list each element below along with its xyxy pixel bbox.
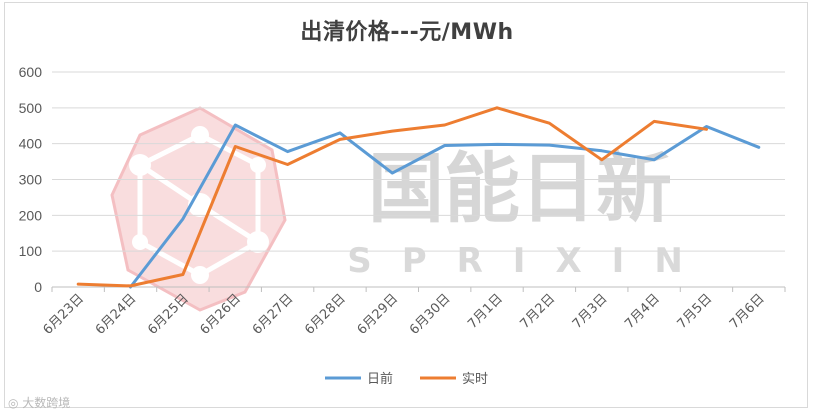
y-tick-label: 300 xyxy=(19,172,43,188)
series-line-1 xyxy=(129,123,761,289)
x-tick-label: 6月23日 xyxy=(40,291,87,338)
x-tick-label: 6月30日 xyxy=(407,291,454,338)
x-tick-label: 6月27日 xyxy=(250,291,297,338)
chart-frame xyxy=(4,2,808,408)
watermark-logo-icon xyxy=(110,106,287,312)
x-tick-label: 6月25日 xyxy=(145,291,192,338)
legend: 日前 实时 xyxy=(325,371,488,387)
legend-label-2: 实时 xyxy=(462,372,488,387)
y-tick-label: 400 xyxy=(19,136,43,152)
watermark-brand: 国能日新 xyxy=(368,144,672,233)
x-tick-label: 6月24日 xyxy=(93,291,140,338)
y-tick-label: 0 xyxy=(34,279,42,295)
x-tick-label: 7月3日 xyxy=(570,291,611,332)
y-tick-label: 500 xyxy=(19,100,43,116)
x-tick-label: 7月4日 xyxy=(622,291,663,332)
watermark-sub: SPRIXIN xyxy=(347,241,713,281)
y-tick-label: 600 xyxy=(19,64,43,80)
x-tick-label: 7月6日 xyxy=(727,291,768,332)
series-lines xyxy=(76,106,761,289)
x-tick-label: 7月5日 xyxy=(675,291,716,332)
credit-text: ◎ 大数跨境 xyxy=(8,396,71,410)
x-tick-label: 7月1日 xyxy=(465,291,506,332)
x-tick-label: 6月28日 xyxy=(302,291,349,338)
chart-title: 出清价格---元/MWh xyxy=(300,20,514,45)
legend-label-1: 日前 xyxy=(367,371,393,387)
x-tick-label: 7月2日 xyxy=(518,291,559,332)
x-tick-label: 6月29日 xyxy=(355,291,402,338)
series-line-2 xyxy=(76,106,708,288)
y-tick-label: 200 xyxy=(19,207,43,223)
y-tick-label: 100 xyxy=(19,243,43,259)
